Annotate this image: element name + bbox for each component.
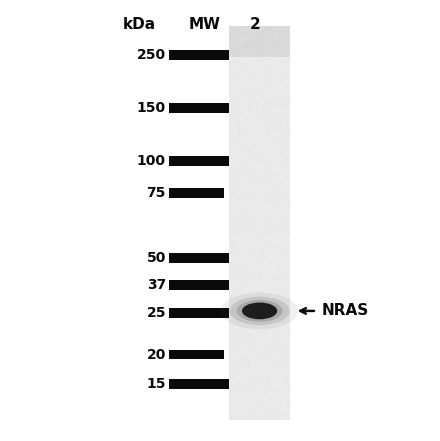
- Bar: [169, 103, 229, 113]
- Text: 20: 20: [147, 348, 166, 362]
- Text: MW: MW: [189, 17, 220, 32]
- Text: 2: 2: [250, 17, 260, 32]
- Text: kDa: kDa: [123, 17, 156, 32]
- Bar: [169, 253, 229, 263]
- Bar: [169, 50, 229, 60]
- Bar: [169, 280, 229, 290]
- Text: 50: 50: [147, 251, 166, 265]
- Ellipse shape: [230, 297, 290, 325]
- Bar: [229, 26, 290, 420]
- Text: 150: 150: [137, 101, 166, 115]
- Text: 37: 37: [147, 278, 166, 292]
- Bar: [169, 350, 224, 359]
- Text: 250: 250: [137, 48, 166, 62]
- Bar: [169, 188, 224, 198]
- Text: NRAS: NRAS: [321, 303, 368, 318]
- Text: 25: 25: [147, 306, 166, 320]
- Bar: [169, 308, 229, 318]
- Text: 75: 75: [147, 186, 166, 200]
- Bar: [169, 156, 229, 166]
- Ellipse shape: [237, 300, 282, 322]
- Ellipse shape: [221, 292, 298, 329]
- Ellipse shape: [242, 303, 277, 319]
- Bar: [229, 26, 290, 57]
- Bar: [169, 379, 229, 389]
- Text: 100: 100: [137, 154, 166, 168]
- Text: 15: 15: [147, 377, 166, 391]
